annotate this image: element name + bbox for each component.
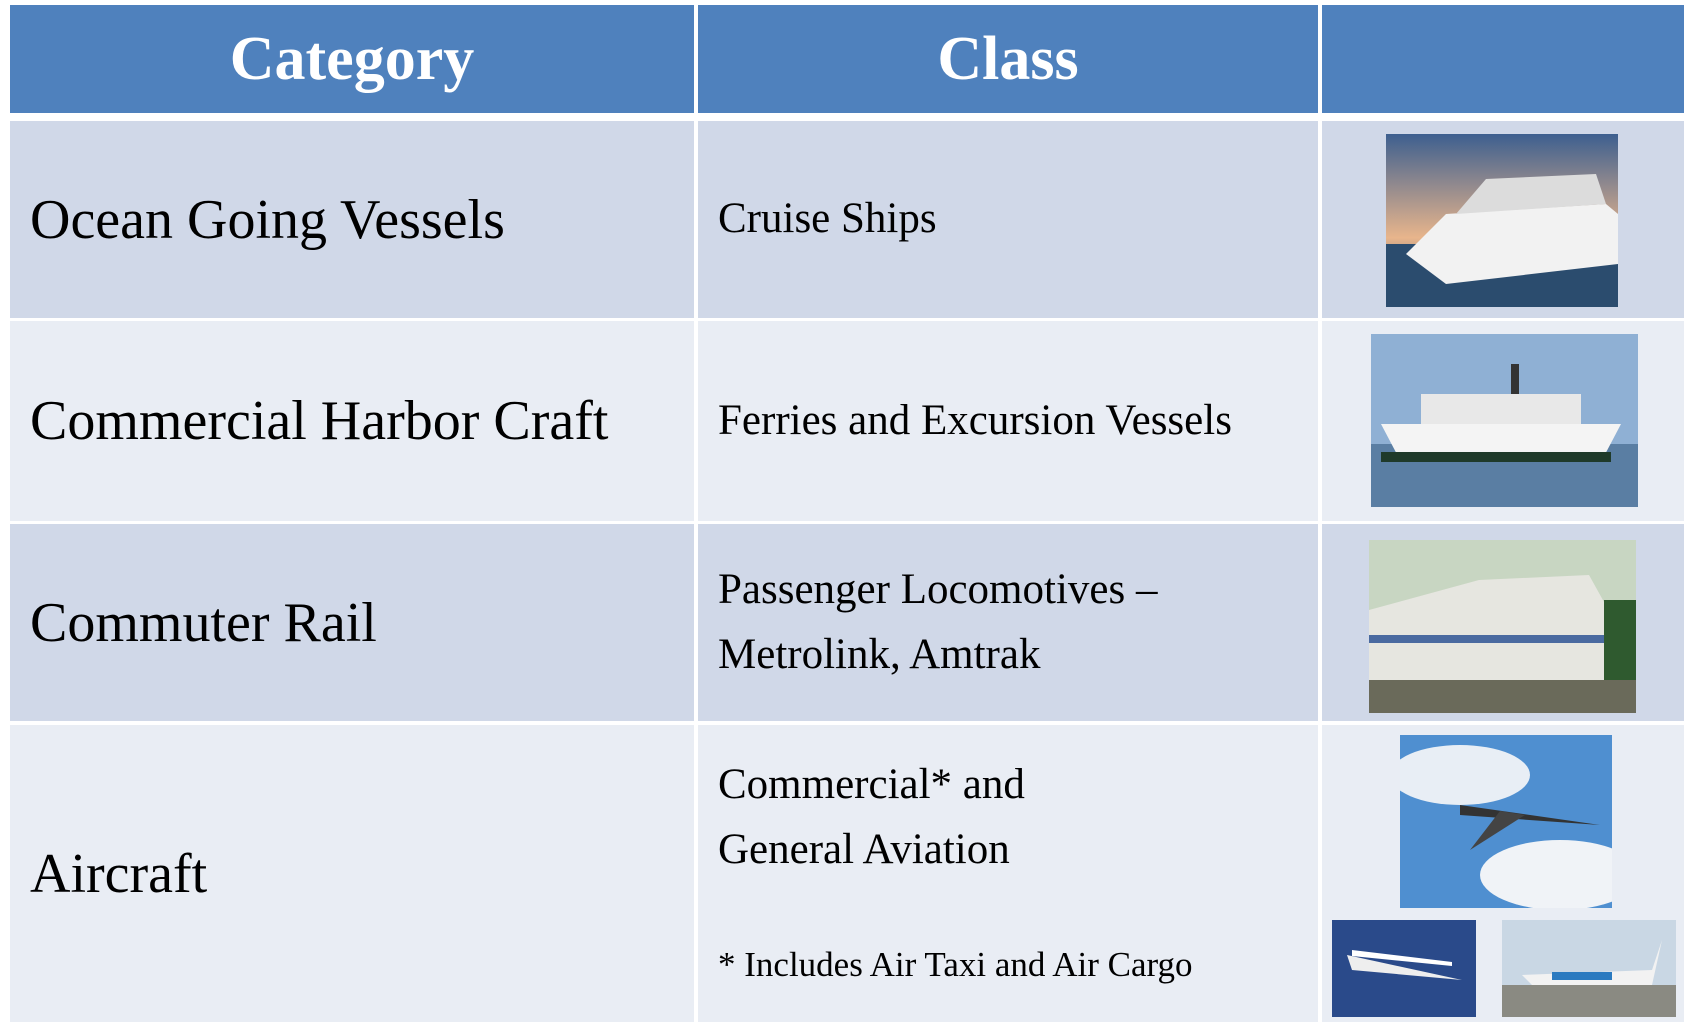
class-line: Ferries and Excursion Vessels — [718, 396, 1232, 444]
header-cell: Category — [10, 5, 694, 113]
footnote: * Includes Air Taxi and Air Cargo — [718, 945, 1193, 984]
class-cell: Passenger Locomotives – Metrolink, Amtrak — [698, 524, 1318, 721]
class-line: Cruise Ships — [718, 195, 937, 243]
small-plane-image — [1332, 920, 1476, 1017]
class-line: Commercial* and — [718, 761, 1025, 808]
class-cell: Cruise Ships — [698, 121, 1318, 318]
class-cell: Ferries and Excursion Vessels — [698, 321, 1318, 521]
ferry-image — [1371, 334, 1638, 507]
jet-image — [1400, 735, 1612, 908]
class-line: General Aviation — [718, 825, 1010, 873]
class-line: Metrolink, Amtrak — [718, 630, 1041, 678]
category-cell: Ocean Going Vessels — [10, 121, 694, 318]
header-cell — [1322, 5, 1684, 113]
category-cell: Commercial Harbor Craft — [10, 321, 694, 521]
header-cell: Class — [698, 5, 1318, 113]
class-cell: Commercial* and General Aviation — [698, 725, 1318, 1022]
category-cell: Commuter Rail — [10, 524, 694, 721]
category-cell: Aircraft — [10, 725, 694, 1022]
cargo-plane-image — [1502, 920, 1676, 1017]
cruise-ship-image — [1386, 134, 1618, 307]
class-line: Passenger Locomotives – — [718, 566, 1158, 613]
locomotive-image — [1369, 540, 1636, 713]
